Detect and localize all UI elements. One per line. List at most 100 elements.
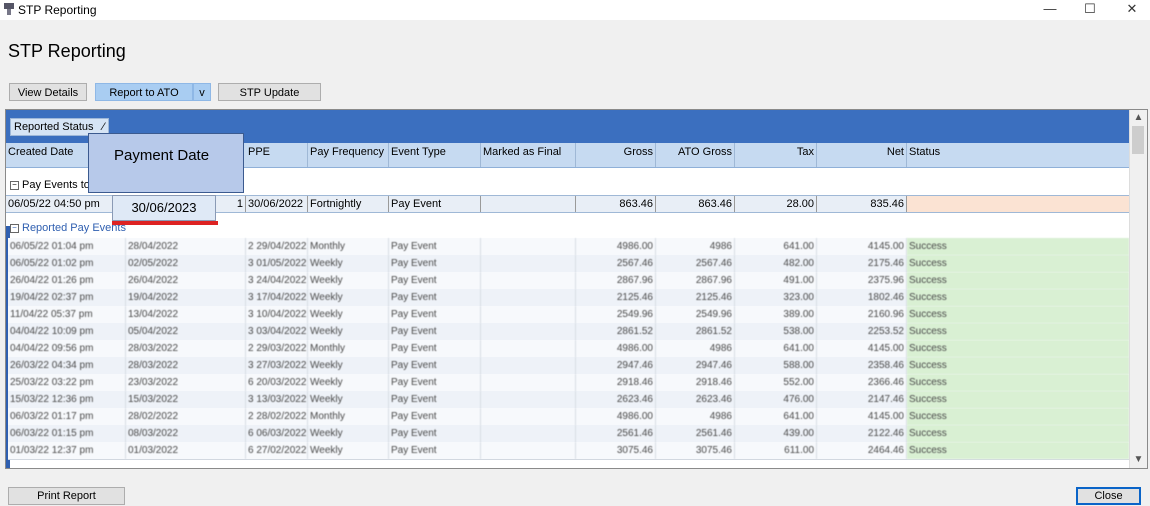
report-to-ato-button[interactable]: Report to ATO — [95, 83, 193, 101]
cell-tax: 588.00 — [735, 357, 817, 374]
col-marked-as-final[interactable]: Marked as Final — [481, 143, 576, 167]
table-row[interactable]: 06/05/22 01:02 pm 02/05/2022 3 01/05/2022 W… — [8, 255, 1129, 273]
cell-marked-as-final — [481, 196, 576, 212]
cell-gross: 2125.46 — [576, 289, 656, 306]
col-ppe[interactable]: PPE — [246, 143, 308, 167]
cell-created-date: 04/04/22 10:09 pm — [8, 323, 126, 340]
cell-net: 4145.00 — [817, 238, 907, 255]
chevron-down-icon[interactable]: ▼ — [1133, 454, 1144, 465]
table-row[interactable]: 19/04/22 02:37 pm 19/04/2022 3 17/04/2022 W… — [8, 289, 1129, 307]
col-pay-frequency[interactable]: Pay Frequency — [308, 143, 389, 167]
collapse-icon[interactable]: − — [10, 180, 19, 190]
col-tax[interactable]: Tax — [735, 143, 817, 167]
cell-net: 2375.96 — [817, 272, 907, 289]
cell-event-type: Pay Event — [389, 196, 481, 212]
cell-payment-date: 13/04/2022 — [126, 306, 246, 323]
cell-event-type: Pay Event — [389, 306, 481, 323]
cell-marked-as-final — [481, 408, 576, 425]
report-dropdown-button[interactable]: v — [193, 83, 211, 101]
col-ato-gross[interactable]: ATO Gross — [656, 143, 735, 167]
cell-status: Success — [907, 289, 1129, 306]
window-close-button[interactable]: ✕ — [1126, 1, 1138, 16]
col-status[interactable]: Status — [909, 146, 941, 158]
cell-marked-as-final — [481, 238, 576, 255]
cell-marked-as-final — [481, 442, 576, 459]
cell-event-type: Pay Event — [389, 340, 481, 357]
cell-ato-gross: 4986 — [656, 340, 735, 357]
collapse-icon[interactable]: − — [10, 223, 19, 233]
stp-update-button[interactable]: STP Update — [218, 83, 321, 101]
cell-ato-gross: 4986 — [656, 408, 735, 425]
cell-ato-gross: 2549.96 — [656, 306, 735, 323]
table-row[interactable]: 04/04/22 10:09 pm 05/04/2022 3 03/04/2022 W… — [8, 323, 1129, 341]
table-row[interactable]: 06/03/22 01:17 pm 28/02/2022 2 28/02/2022 M… — [8, 408, 1129, 426]
cell-created-date: 06/03/22 01:17 pm — [8, 408, 126, 425]
group-by-label: Reported Status — [14, 121, 94, 133]
table-row[interactable]: 06/05/22 01:04 pm 28/04/2022 2 29/04/2022 M… — [8, 238, 1129, 256]
cell-payment-date: 19/04/2022 — [126, 289, 246, 306]
cell-event-type: Pay Event — [389, 442, 481, 459]
cell-status: Success — [907, 255, 1129, 272]
table-row[interactable]: 15/03/22 12:36 pm 15/03/2022 3 13/03/2022 W… — [8, 391, 1129, 409]
cell-event-type: Pay Event — [389, 391, 481, 408]
cell-payment-date: 28/04/2022 — [126, 238, 246, 255]
cell-pay-frequency: Weekly — [308, 323, 389, 340]
table-row[interactable]: 01/03/22 12:37 pm 01/03/2022 6 27/02/2022 W… — [8, 442, 1129, 460]
pending-row[interactable]: 06/05/22 04:50 pm 1 30/06/2022 Fortnight… — [6, 195, 1129, 213]
close-button[interactable]: Close — [1076, 487, 1141, 505]
cell-ppe: 6 27/02/2022 — [246, 442, 308, 459]
col-event-type[interactable]: Event Type — [389, 143, 481, 167]
payment-date-callout: Payment Date — [88, 133, 244, 193]
cell-gross: 4986.00 — [576, 238, 656, 255]
cell-ato-gross: 2567.46 — [656, 255, 735, 272]
cell-net: 4145.00 — [817, 340, 907, 357]
group-row-reported[interactable]: − Reported Pay Events — [6, 220, 1129, 237]
minimize-button[interactable]: — — [1043, 1, 1057, 16]
group-label-reported: Reported Pay Events — [22, 222, 126, 234]
cell-ato-gross: 2918.46 — [656, 374, 735, 391]
table-row[interactable]: 04/04/22 09:56 pm 28/03/2022 2 29/03/2022 M… — [8, 340, 1129, 358]
vertical-scrollbar[interactable]: ▲ ▼ — [1129, 110, 1147, 468]
table-row[interactable]: 06/03/22 01:15 pm 08/03/2022 6 06/03/2022 W… — [8, 425, 1129, 443]
cell-marked-as-final — [481, 289, 576, 306]
cell-pay-frequency: Weekly — [308, 306, 389, 323]
cell-net: 2147.46 — [817, 391, 907, 408]
cell-event-type: Pay Event — [389, 357, 481, 374]
group-by-chip[interactable]: Reported Status ⁄ — [10, 118, 109, 136]
print-report-button[interactable]: Print Report — [8, 487, 125, 505]
cell-payment-date: 26/04/2022 — [126, 272, 246, 289]
cell-gross: 2561.46 — [576, 425, 656, 442]
cell-net: 2122.46 — [817, 425, 907, 442]
cell-marked-as-final — [481, 374, 576, 391]
scroll-thumb[interactable] — [1132, 126, 1144, 154]
cell-event-type: Pay Event — [389, 374, 481, 391]
cell-net: 2366.46 — [817, 374, 907, 391]
table-row[interactable]: 25/03/22 03:22 pm 23/03/2022 6 20/03/2022 W… — [8, 374, 1129, 392]
cell-pay-frequency: Weekly — [308, 442, 389, 459]
col-gross[interactable]: Gross — [576, 143, 656, 167]
cell-payment-date: 28/03/2022 — [126, 357, 246, 374]
cell-event-type: Pay Event — [389, 272, 481, 289]
chevron-up-icon[interactable]: ▲ — [1133, 112, 1144, 123]
cell-ato-gross: 2125.46 — [656, 289, 735, 306]
cell-ppe: 6 20/03/2022 — [246, 374, 308, 391]
cell-marked-as-final — [481, 255, 576, 272]
group-row-pending[interactable]: − Pay Events to — [6, 177, 1129, 194]
title-bar: STP Reporting — ☐ ✕ — [0, 0, 1150, 20]
maximize-button[interactable]: ☐ — [1084, 1, 1096, 16]
cell-ppe: 30/06/2022 — [246, 196, 308, 212]
cell-status — [907, 196, 1129, 212]
table-row[interactable]: 26/04/22 01:26 pm 26/04/2022 3 24/04/2022 W… — [8, 272, 1129, 290]
cell-gross: 4986.00 — [576, 340, 656, 357]
cell-tax: 476.00 — [735, 391, 817, 408]
cell-marked-as-final — [481, 425, 576, 442]
cell-ppe: 3 10/04/2022 — [246, 306, 308, 323]
table-row[interactable]: 26/03/22 04:34 pm 28/03/2022 3 27/03/2022 W… — [8, 357, 1129, 375]
table-row[interactable]: 11/04/22 05:37 pm 13/04/2022 3 10/04/2022 W… — [8, 306, 1129, 324]
cell-ato-gross: 2947.46 — [656, 357, 735, 374]
cell-created-date: 25/03/22 03:22 pm — [8, 374, 126, 391]
cell-count: 1 — [126, 196, 246, 212]
view-details-button[interactable]: View Details — [9, 83, 87, 101]
cell-event-type: Pay Event — [389, 408, 481, 425]
col-net[interactable]: Net — [817, 143, 907, 167]
